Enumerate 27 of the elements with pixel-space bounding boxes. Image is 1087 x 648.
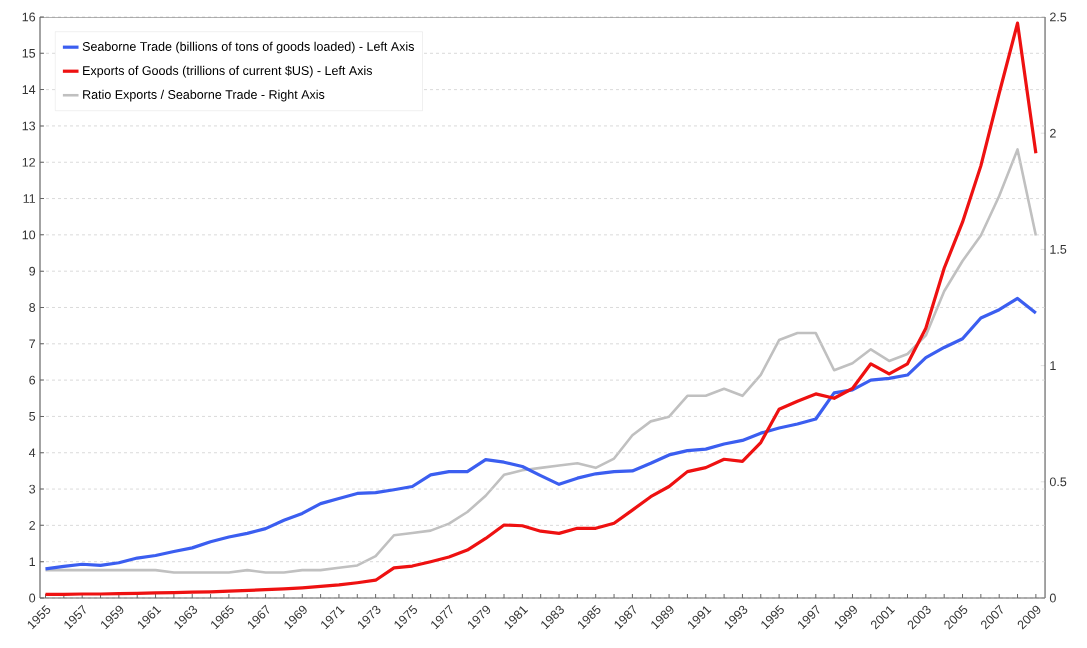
legend-label: Seaborne Trade (billions of tons of goods loaded) - Left Axis (82, 41, 414, 54)
y-tick-label: 2 (29, 521, 35, 530)
legend-label: Exports of Goods (trillions of current $US) - Left Axis (83, 65, 373, 78)
y-tick-label: 16 (22, 12, 36, 22)
y-tick-label: 15 (22, 48, 36, 58)
y-tick-label: 0 (29, 593, 36, 603)
y-tick-label: 8 (29, 303, 36, 312)
line-series (43, 296, 1038, 571)
y-tick-label: 13 (22, 121, 36, 131)
y-tick-label: 11 (23, 194, 36, 203)
y-tick-label: 7 (29, 339, 35, 349)
y2-tick-label: 1 (1050, 361, 1056, 370)
y2-tick-label: 2 (1050, 128, 1056, 138)
y-tick-label: 4 (28, 448, 36, 458)
y2-tick-label: 0 (1049, 593, 1056, 603)
y2-tick-label: 2.5 (1050, 12, 1067, 22)
legend-label: Ratio Exports / Seaborne Trade - Right Axis (83, 89, 325, 102)
y2-tick-label: 1.5 (1050, 245, 1067, 254)
y-tick-label: 10 (22, 230, 36, 240)
y-tick-label: 14 (22, 85, 36, 94)
y-tick-label: 6 (29, 375, 36, 385)
y-tick-label: 5 (29, 412, 36, 421)
y-tick-label: 12 (22, 157, 35, 167)
y-tick-label: 1 (29, 557, 36, 566)
y-tick-label: 3 (29, 484, 36, 494)
y2-tick-label: 0.5 (1049, 477, 1067, 487)
y-tick-label: 9 (29, 266, 36, 276)
